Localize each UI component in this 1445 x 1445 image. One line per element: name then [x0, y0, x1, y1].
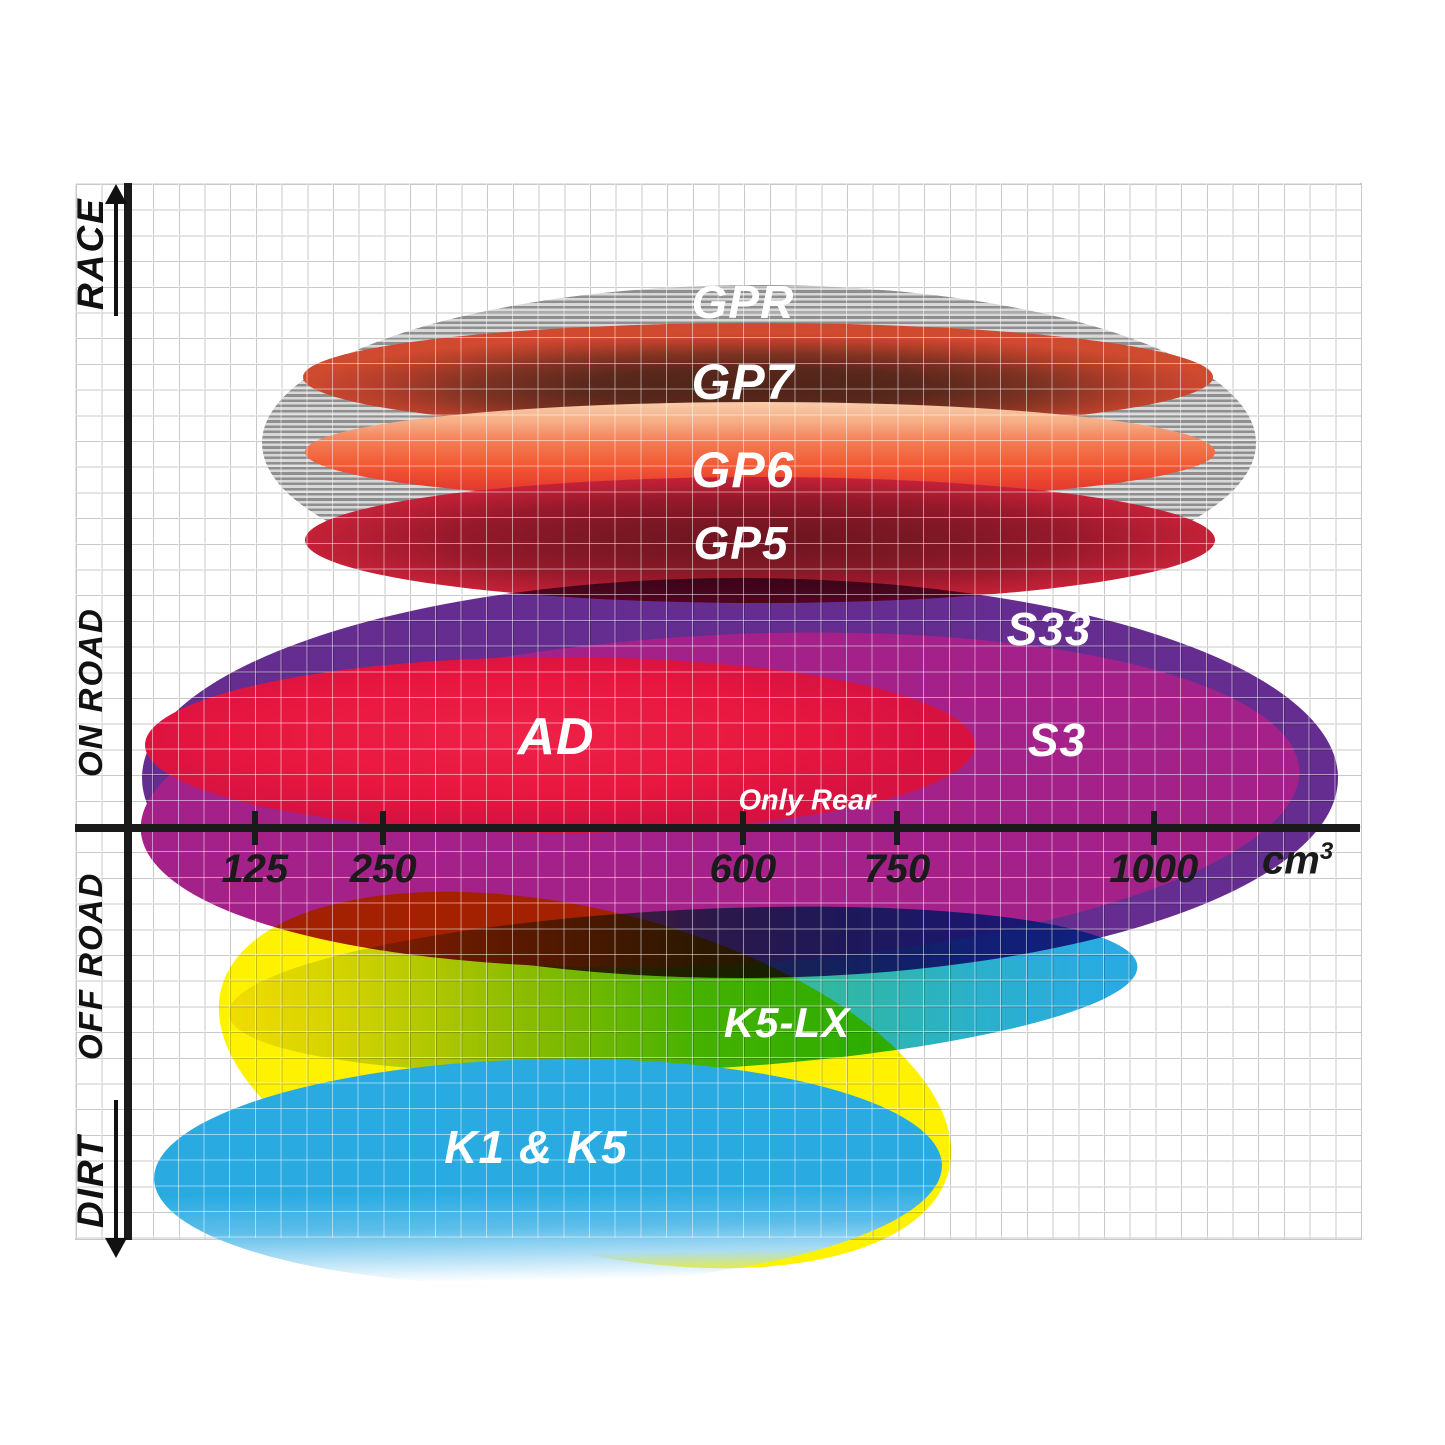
y-band-label-dirt: DIRT [70, 1134, 111, 1228]
region-label-k5lx: K5-LX [723, 999, 851, 1046]
x-tick-label-600: 600 [709, 847, 777, 891]
race-arrow-line [114, 202, 118, 316]
x-axis-unit-label: cm3 [1262, 838, 1333, 883]
x-tick-label-750: 750 [863, 847, 931, 891]
x-tick-mark-250 [380, 811, 387, 845]
dirt-arrow-line [114, 1100, 118, 1240]
x-axis-line [75, 824, 1360, 832]
region-label-gpr: GPR [691, 276, 795, 328]
y-axis-line [124, 183, 132, 1240]
region-label-s33: S33 [1006, 603, 1092, 655]
unit-base: cm [1262, 838, 1320, 883]
x-tick-label-250: 250 [349, 847, 417, 891]
region-label-k1k5: K1 & K5 [444, 1121, 628, 1173]
x-tick-label-125: 125 [221, 847, 289, 891]
x-tick-mark-1000 [1150, 811, 1157, 845]
region-note-only-rear: Only Rear [738, 784, 876, 817]
region-label-gp7: GP7 [691, 354, 795, 410]
region-label-ad: AD [517, 708, 595, 766]
region-label-gp5: GP5 [693, 517, 789, 569]
y-band-label-onroad: ON ROAD [72, 607, 109, 777]
unit-exponent: 3 [1319, 838, 1334, 865]
x-tick-mark-750 [893, 811, 900, 845]
dirt-arrow-down-icon [105, 1238, 127, 1258]
region-label-gp6: GP6 [691, 442, 795, 498]
x-tick-label-1000: 1000 [1109, 847, 1199, 891]
y-band-label-race: RACE [70, 197, 111, 311]
race-arrow-up-icon [105, 184, 127, 204]
y-band-label-offroad: OFF ROAD [72, 871, 109, 1060]
region-label-s3: S3 [1027, 714, 1087, 766]
x-tick-mark-125 [251, 811, 258, 845]
